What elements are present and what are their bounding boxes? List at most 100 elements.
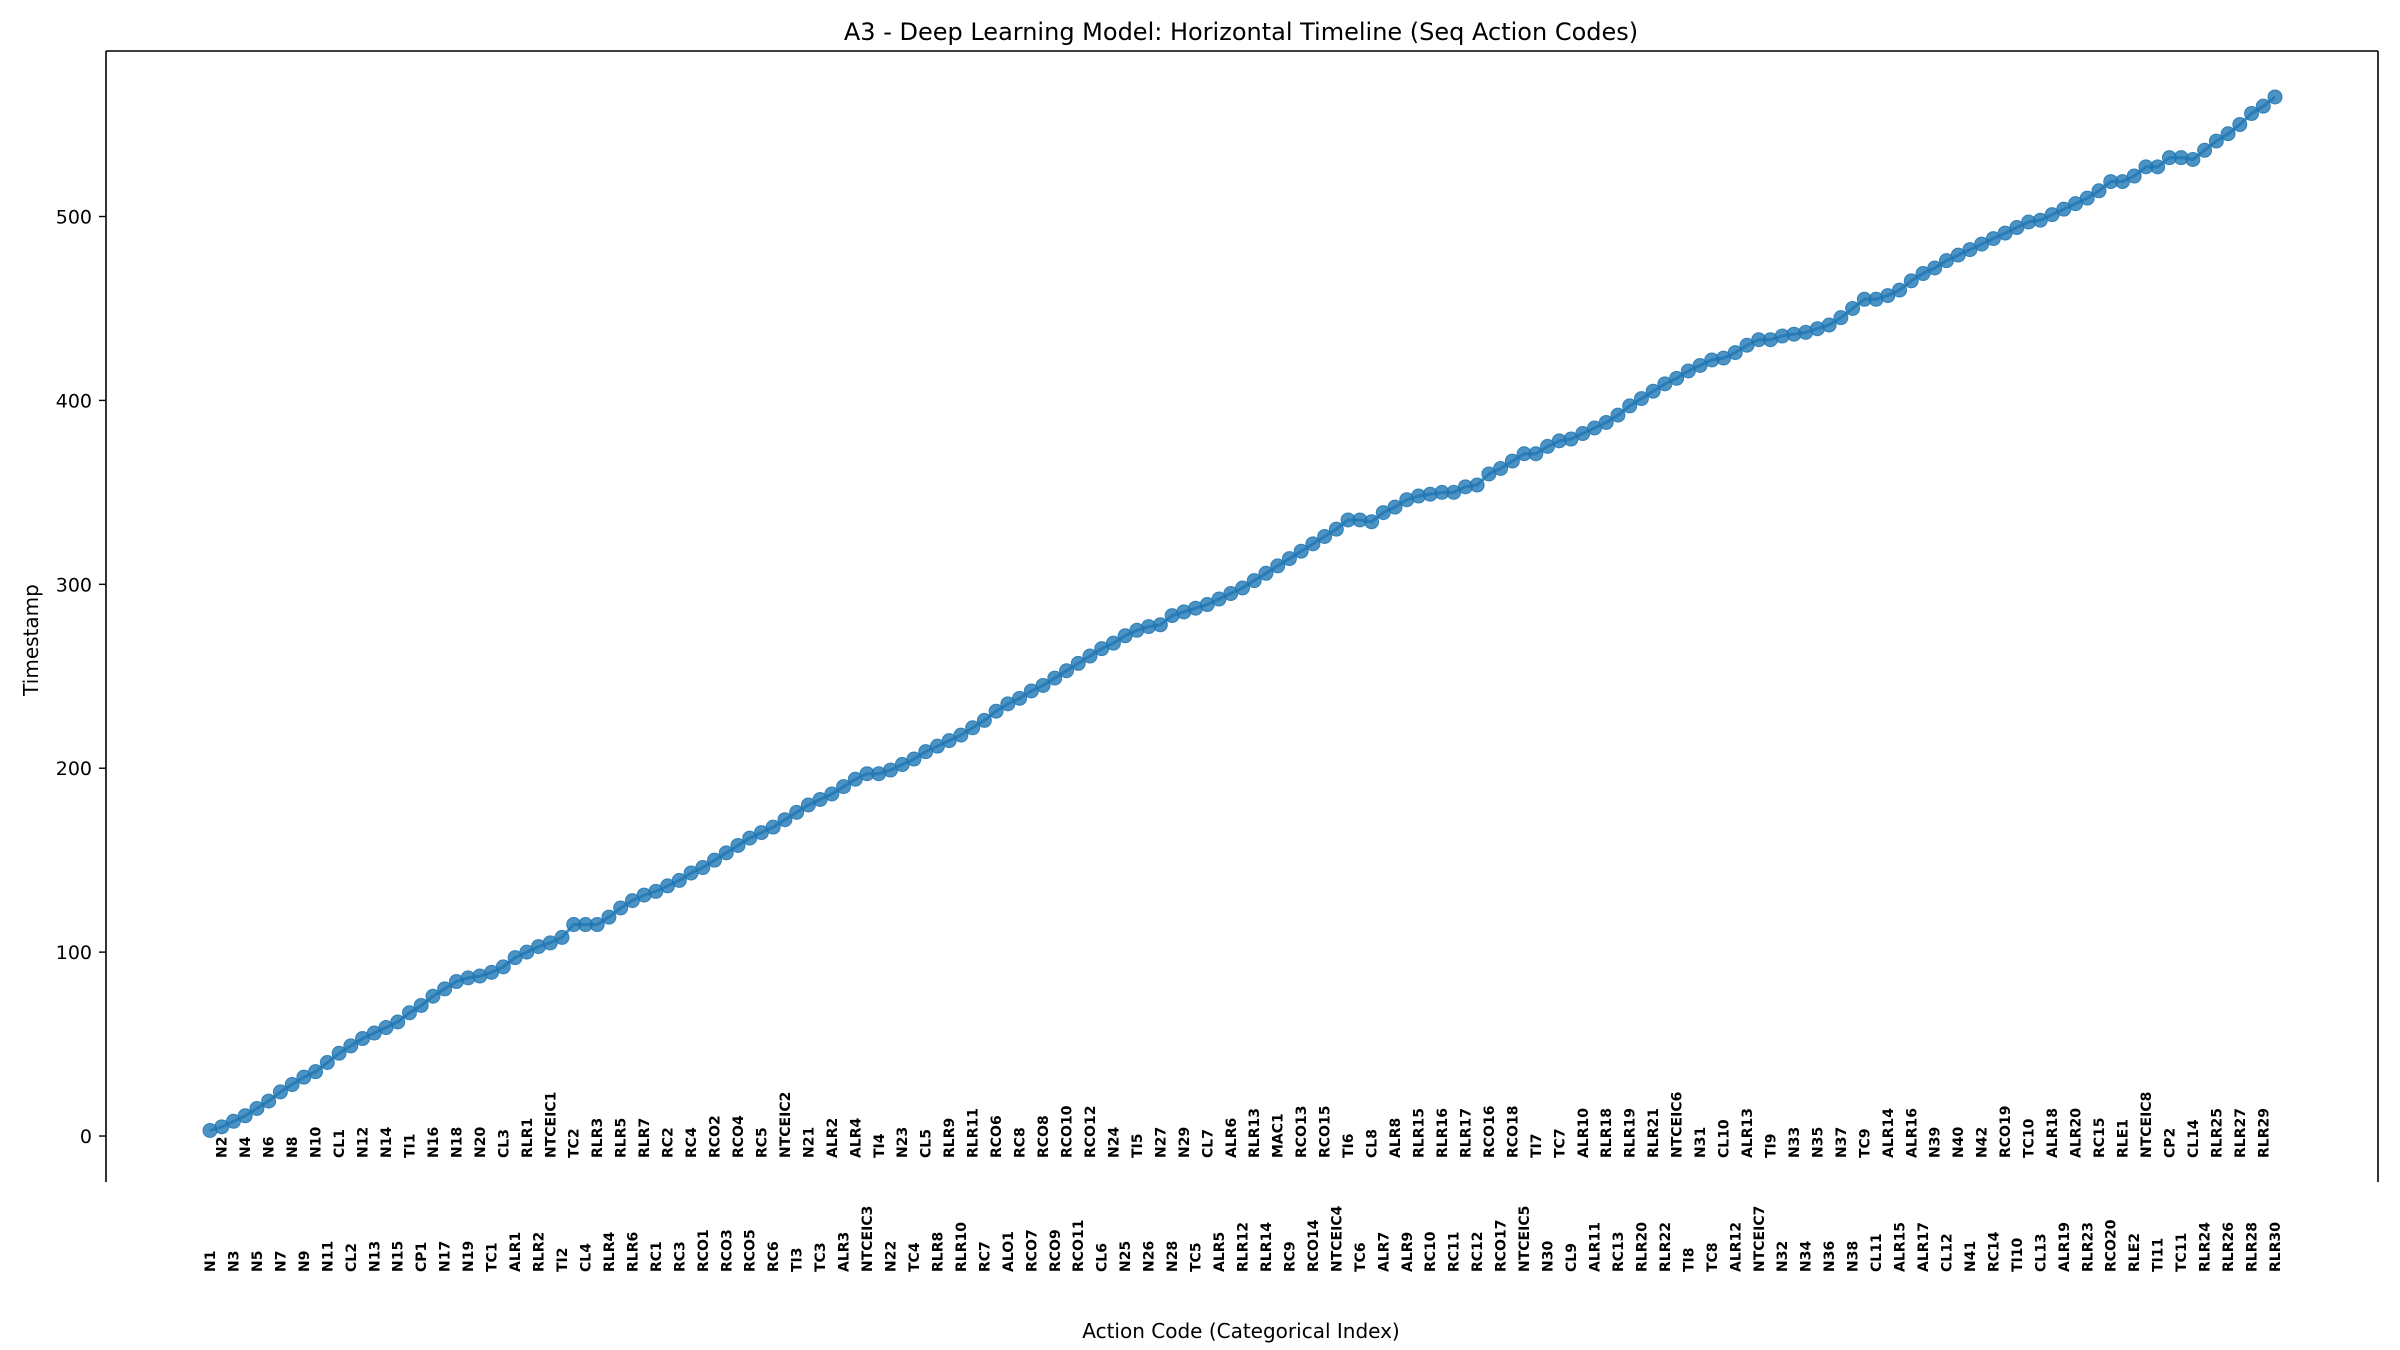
x-tick-label: TC10 [2022, 1118, 2038, 1158]
x-tick-label: TC3 [813, 1242, 829, 1272]
x-tick-label: N24 [1106, 1127, 1122, 1158]
x-tick-label: CL8 [1365, 1129, 1381, 1158]
data-point [1469, 477, 1485, 493]
x-tick-label: TI9 [1763, 1134, 1779, 1159]
x-tick-label: RCO11 [1071, 1220, 1087, 1272]
data-point [976, 712, 992, 728]
x-tick-label: RLR15 [1411, 1108, 1427, 1158]
y-tick-label: 500 [56, 207, 92, 229]
x-tick-label: RC4 [684, 1127, 700, 1158]
x-tick-label: RLR13 [1247, 1108, 1263, 1158]
x-tick-label: CP2 [2162, 1128, 2178, 1158]
x-tick-label: N27 [1153, 1127, 1169, 1158]
data-point [2255, 98, 2271, 114]
x-tick-label: RC5 [754, 1127, 770, 1158]
x-tick-label: RCO14 [1306, 1219, 1322, 1272]
x-tick-label: N38 [1846, 1241, 1862, 1272]
data-point [1903, 273, 1919, 289]
data-point [2220, 126, 2236, 142]
x-tick-label: N41 [1963, 1241, 1979, 1272]
x-tick-label: TC11 [2174, 1233, 2190, 1272]
x-tick-label: CL9 [1564, 1243, 1580, 1272]
data-point [765, 819, 781, 835]
data-point [284, 1077, 300, 1093]
x-tick-label: RCO6 [989, 1115, 1005, 1158]
x-tick-label: CL12 [1939, 1233, 1955, 1272]
x-tick-label: N11 [320, 1241, 336, 1272]
x-axis-label: Action Code (Categorical Index) [1082, 1319, 1399, 1343]
x-tick-label: CL1 [332, 1129, 348, 1158]
data-point [1669, 370, 1685, 386]
x-tick-label: RC2 [661, 1127, 677, 1158]
data-point [1633, 391, 1649, 407]
x-tick-label: N36 [1822, 1241, 1838, 1272]
x-tick-label: RCO18 [1505, 1106, 1521, 1158]
data-point [1105, 635, 1121, 651]
data-point [425, 988, 441, 1004]
x-tick-label: NTCEIC6 [1670, 1092, 1686, 1158]
x-tick-label: RLR23 [2080, 1222, 2096, 1272]
x-tick-label: CL10 [1717, 1119, 1733, 1158]
x-tick-label: N25 [1118, 1241, 1134, 1272]
y-tick-label: 200 [56, 758, 92, 780]
x-tick-label: RCO13 [1294, 1106, 1310, 1158]
x-tick-label: RC3 [672, 1241, 688, 1272]
data-point [1258, 565, 1274, 581]
data-point [2091, 183, 2107, 199]
x-tick-label: RCO10 [1060, 1105, 1076, 1158]
x-tick-label: TC5 [1189, 1242, 1205, 1272]
x-tick-label: ALR8 [1388, 1118, 1404, 1158]
x-tick-label: RC11 [1447, 1231, 1463, 1272]
x-tick-label: TI4 [872, 1133, 888, 1158]
data-point [1246, 573, 1262, 589]
y-tick-label: 0 [80, 1126, 92, 1148]
data-point [495, 959, 511, 975]
data-point [601, 909, 617, 925]
data-point [589, 917, 605, 933]
x-tick-label: RLR16 [1435, 1108, 1451, 1158]
x-tick-label: N20 [473, 1127, 489, 1158]
data-point [1821, 317, 1837, 333]
x-tick-label: RCO9 [1048, 1229, 1064, 1272]
x-tick-label: CL14 [2186, 1119, 2202, 1158]
x-tick-label: N18 [449, 1127, 465, 1158]
x-tick-label: N22 [884, 1241, 900, 1272]
data-point [1727, 345, 1743, 361]
data-point [331, 1045, 347, 1061]
x-tick-label: NTCEIC1 [543, 1092, 559, 1158]
x-tick-label: CL11 [1869, 1233, 1885, 1272]
x-tick-label: RCO7 [1024, 1229, 1040, 1272]
x-tick-label: RCO8 [1036, 1115, 1052, 1158]
data-point [789, 804, 805, 820]
data-point [965, 720, 981, 736]
data-point [2244, 106, 2260, 122]
x-tick-label: N12 [356, 1127, 372, 1158]
x-tick-label: RLR11 [966, 1108, 982, 1158]
x-tick-label: RCO2 [708, 1115, 724, 1158]
x-tick-label: TI10 [2010, 1238, 2026, 1273]
x-tick-label: N39 [1928, 1127, 1944, 1158]
x-tick-label: ALR10 [1576, 1108, 1592, 1158]
x-tick-label: N13 [367, 1241, 383, 1272]
x-tick-label: RCO20 [2104, 1219, 2120, 1272]
data-point [1622, 398, 1638, 414]
x-tick-label: N23 [895, 1127, 911, 1158]
data-point [2185, 152, 2201, 168]
x-axis-ticks: N1 N2 N3 N4 N5 N6 N7 N8 N9 N10 N11 CL1 CL2 N12 N13 N14 N… [203, 1092, 2284, 1272]
x-tick-label: ALR4 [848, 1117, 864, 1158]
x-tick-label: NTCEIC5 [1517, 1206, 1533, 1272]
x-tick-label: ALR17 [1916, 1222, 1932, 1272]
x-tick-label: NTCEIC8 [2139, 1092, 2155, 1158]
data-point [2150, 159, 2166, 175]
x-tick-label: ALO1 [1001, 1231, 1017, 1272]
x-tick-label: RCO15 [1318, 1106, 1334, 1158]
x-tick-label: ALR18 [2045, 1108, 2061, 1158]
x-tick-label: RCO12 [1083, 1106, 1099, 1158]
x-tick-label: TC8 [1705, 1242, 1721, 1272]
x-tick-label: TC9 [1857, 1128, 1873, 1158]
x-tick-label: RCO16 [1482, 1106, 1498, 1158]
y-tick-label: 300 [56, 574, 92, 596]
x-tick-label: RC9 [1282, 1241, 1298, 1272]
x-tick-label: N10 [309, 1127, 325, 1158]
x-tick-label: CL13 [2033, 1233, 2049, 1272]
